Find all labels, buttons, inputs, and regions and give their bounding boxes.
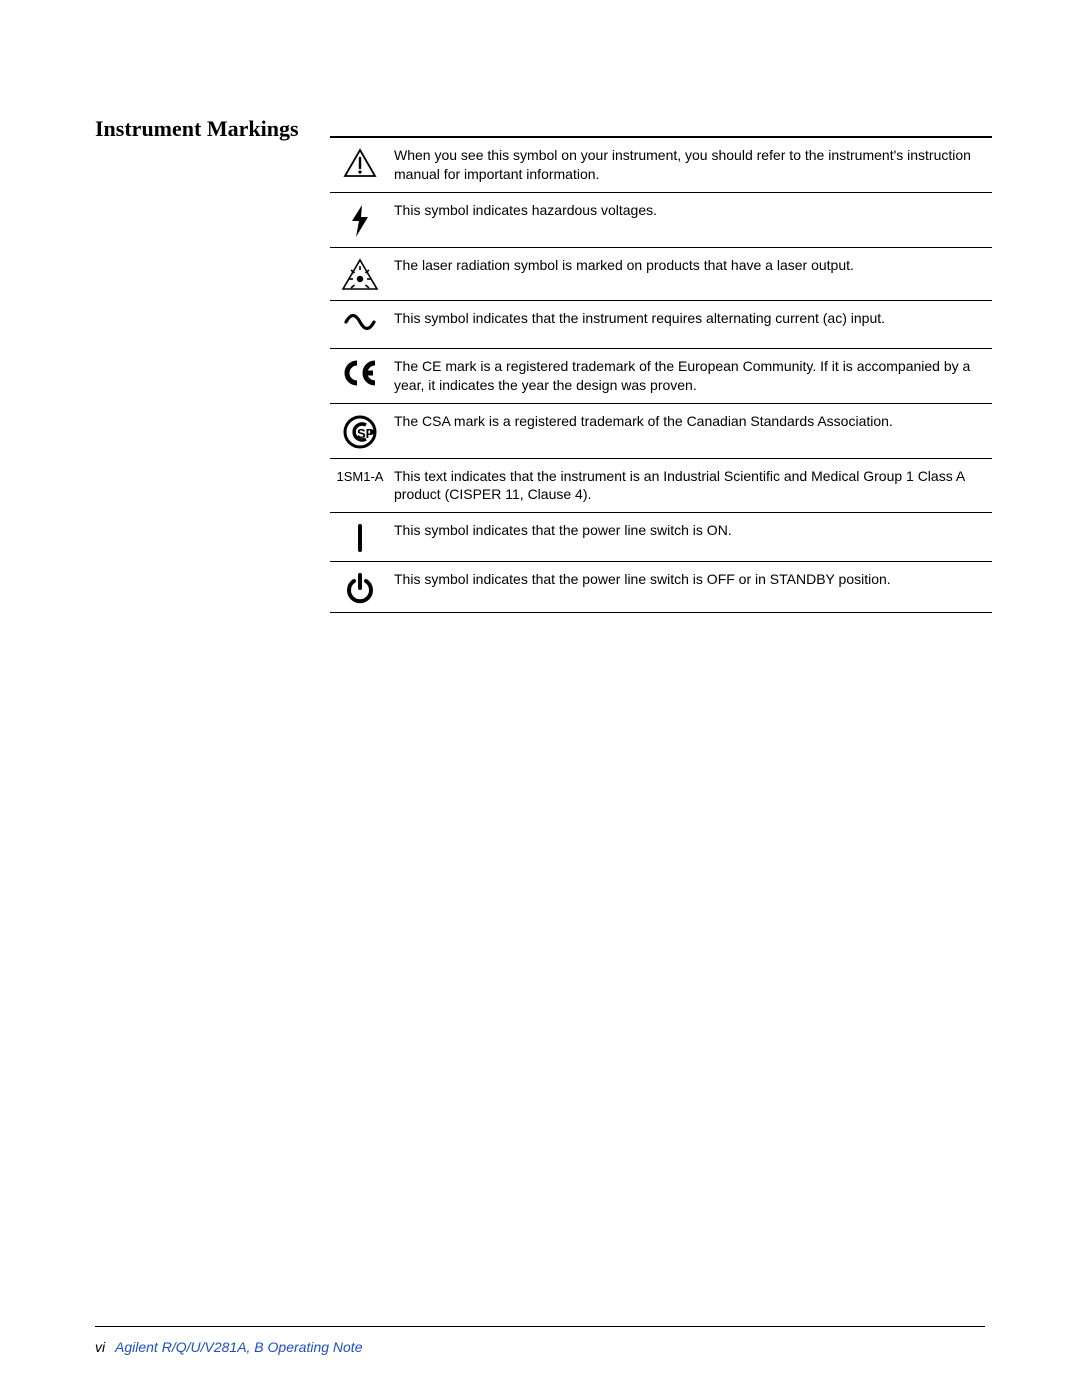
page: Instrument Markings When you see this sy… bbox=[0, 0, 1080, 1397]
markings-table: When you see this symbol on your instrum… bbox=[330, 136, 992, 613]
ism-text-icon: 1SM1-A bbox=[330, 467, 390, 484]
table-row: This symbol indicates hazardous voltages… bbox=[330, 193, 992, 248]
section-heading: Instrument Markings bbox=[95, 116, 299, 142]
table-row: SP The CSA mark is a registered trademar… bbox=[330, 404, 992, 459]
footer-page-number: vi bbox=[95, 1339, 105, 1355]
row-desc: This symbol indicates that the instrumen… bbox=[390, 309, 992, 328]
voltage-icon bbox=[330, 201, 390, 239]
row-desc: The CE mark is a registered trademark of… bbox=[390, 357, 992, 395]
ac-icon bbox=[330, 309, 390, 333]
row-desc: The laser radiation symbol is marked on … bbox=[390, 256, 992, 275]
row-desc: This symbol indicates hazardous voltages… bbox=[390, 201, 992, 220]
table-row: When you see this symbol on your instrum… bbox=[330, 138, 992, 193]
icon-text-label: 1SM1-A bbox=[337, 469, 384, 484]
row-desc: The CSA mark is a registered trademark o… bbox=[390, 412, 992, 431]
table-row: This symbol indicates that the power lin… bbox=[330, 513, 992, 562]
power-on-icon bbox=[330, 521, 390, 553]
warning-icon bbox=[330, 146, 390, 178]
row-desc: When you see this symbol on your instrum… bbox=[390, 146, 992, 184]
laser-icon bbox=[330, 256, 390, 292]
table-row: The CE mark is a registered trademark of… bbox=[330, 349, 992, 404]
row-desc: This symbol indicates that the power lin… bbox=[390, 570, 992, 589]
table-row: This symbol indicates that the power lin… bbox=[330, 562, 992, 613]
footer-rule bbox=[95, 1326, 985, 1327]
standby-icon bbox=[330, 570, 390, 604]
ce-icon bbox=[330, 357, 390, 387]
table-row: 1SM1-A This text indicates that the inst… bbox=[330, 459, 992, 514]
row-desc: This text indicates that the instrument … bbox=[390, 467, 992, 505]
footer-doc-title: Agilent R/Q/U/V281A, B Operating Note bbox=[115, 1339, 362, 1355]
table-row: This symbol indicates that the instrumen… bbox=[330, 301, 992, 349]
row-desc: This symbol indicates that the power lin… bbox=[390, 521, 992, 540]
csa-icon: SP bbox=[330, 412, 390, 450]
table-row: The laser radiation symbol is marked on … bbox=[330, 248, 992, 301]
footer: vi Agilent R/Q/U/V281A, B Operating Note bbox=[95, 1339, 362, 1355]
